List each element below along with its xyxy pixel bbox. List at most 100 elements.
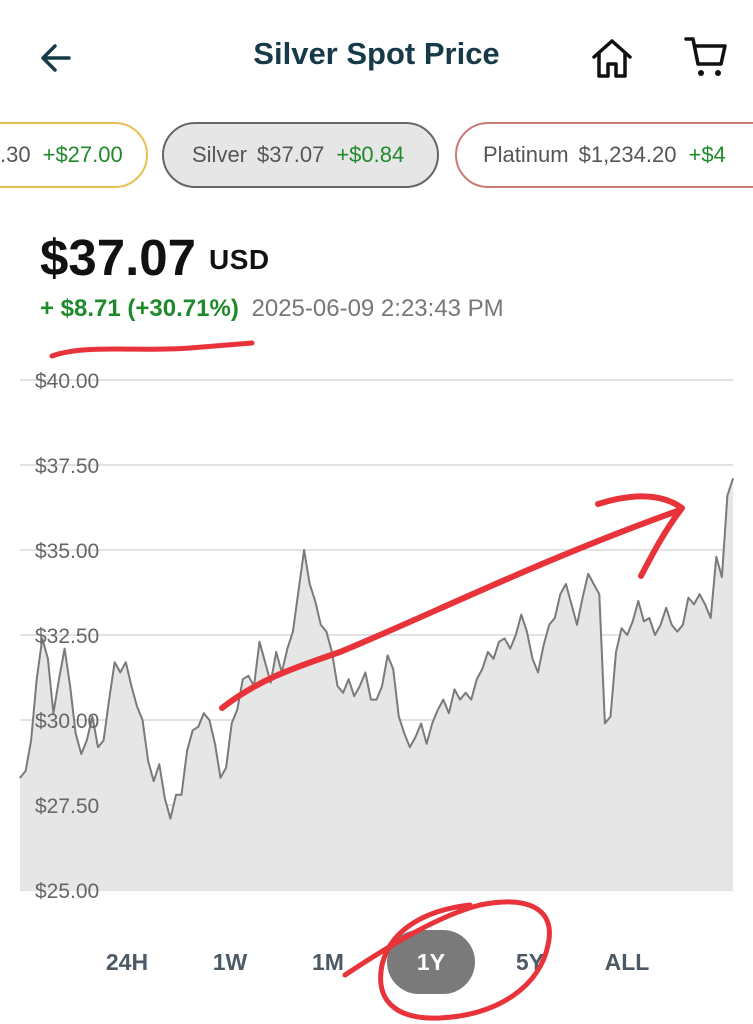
data-point <box>375 699 378 701</box>
range-tab-1m[interactable]: 1M <box>312 948 344 975</box>
range-tab-5y[interactable]: 5Y <box>515 948 545 975</box>
current-price: $37.07 <box>40 229 196 286</box>
data-point <box>476 678 478 680</box>
data-point <box>197 726 199 728</box>
data-point <box>141 719 144 721</box>
data-point <box>108 699 110 701</box>
data-point <box>693 603 695 605</box>
data-point <box>364 671 366 673</box>
data-point <box>153 780 155 782</box>
data-point <box>615 651 617 653</box>
data-point <box>543 644 545 646</box>
home-icon <box>592 39 632 78</box>
back-button[interactable] <box>28 30 84 86</box>
data-point <box>203 712 205 714</box>
data-point <box>715 556 717 558</box>
data-point <box>487 651 489 653</box>
chip-price: $37.07 <box>257 142 325 167</box>
chip-gold[interactable]: .30 +$27.00 <box>0 122 148 188</box>
data-point <box>219 777 222 779</box>
data-point <box>699 593 701 595</box>
cart-button[interactable] <box>678 28 734 84</box>
data-point <box>253 685 255 687</box>
chip-metal-name: Platinum <box>483 142 569 167</box>
data-point <box>86 739 88 741</box>
range-tab-24h[interactable]: 24H <box>105 948 149 975</box>
data-point <box>515 634 517 636</box>
data-point <box>676 631 678 633</box>
price-chart[interactable]: $25.00 $27.50 $30.00 $32.50 $35.00 $37.50 $40.… <box>0 360 753 905</box>
home-button[interactable] <box>584 30 640 86</box>
data-point <box>192 729 194 731</box>
underline-annotation <box>49 340 255 359</box>
data-point <box>437 709 439 711</box>
y-tick-label: $32.50 <box>35 625 99 648</box>
chip-change: +$27.00 <box>42 142 123 167</box>
data-point <box>281 671 283 673</box>
data-point <box>409 746 411 748</box>
chip-price: .30 <box>0 142 31 167</box>
data-point <box>242 678 244 680</box>
arrow-left-icon <box>41 44 71 72</box>
data-point <box>119 671 121 673</box>
range-tab-1w[interactable]: 1W <box>212 948 248 975</box>
chip-price: $1,234.20 <box>578 142 677 167</box>
y-tick-label: $35.00 <box>35 540 99 563</box>
data-point <box>270 682 272 684</box>
data-point <box>175 794 177 796</box>
data-point <box>41 637 43 639</box>
y-tick-label: $40.00 <box>35 370 99 393</box>
data-point <box>214 743 216 745</box>
y-tick-label: $30.00 <box>35 710 99 733</box>
data-point <box>381 685 383 687</box>
range-tab-all[interactable]: ALL <box>604 948 650 975</box>
data-point <box>403 733 405 735</box>
data-point <box>598 593 600 595</box>
data-point <box>75 733 77 735</box>
data-point <box>426 743 428 745</box>
data-point <box>654 634 656 636</box>
data-point <box>582 597 584 599</box>
top-app-bar: Silver Spot Price <box>0 0 753 112</box>
data-point <box>442 699 444 701</box>
data-point <box>576 624 578 626</box>
data-point <box>125 661 127 663</box>
data-point <box>526 631 528 633</box>
data-point <box>548 624 550 626</box>
y-tick-label: $37.50 <box>35 455 99 478</box>
data-point <box>325 631 327 633</box>
data-point <box>286 648 288 650</box>
data-point <box>593 583 595 585</box>
data-point <box>147 760 149 762</box>
data-point <box>671 624 673 626</box>
data-point <box>570 603 573 605</box>
change-percent: (+30.71%) <box>127 295 239 322</box>
data-point <box>47 658 49 660</box>
data-point <box>554 617 556 619</box>
data-point <box>52 712 55 714</box>
chart-area-fill <box>20 478 733 890</box>
range-tab-1y[interactable]: 1Y <box>387 930 475 994</box>
data-point <box>682 624 684 626</box>
chip-silver[interactable]: Silver $37.07 +$0.84 <box>162 122 439 188</box>
chip-platinum[interactable]: Platinum $1,234.20 +$4 <box>455 122 753 188</box>
chip-metal-name: Silver <box>192 142 248 167</box>
data-point <box>431 722 433 724</box>
data-point <box>342 692 344 694</box>
data-point <box>314 600 316 602</box>
data-point <box>336 685 339 687</box>
data-point <box>732 478 734 480</box>
data-point <box>169 818 171 820</box>
metal-chip-strip: .30 +$27.00 Silver $37.07 +$0.84 Platinu… <box>0 122 753 188</box>
page-title: Silver Spot Price <box>253 36 500 71</box>
data-point <box>660 624 662 626</box>
data-point <box>509 648 511 650</box>
data-point <box>492 658 495 660</box>
range-selector: 24H 1W 1M 1Y 5Y ALL <box>0 930 753 1000</box>
data-point <box>36 678 38 680</box>
data-point <box>459 699 461 701</box>
data-point <box>453 688 456 690</box>
y-tick-label: $25.00 <box>35 880 99 903</box>
data-point <box>687 597 690 599</box>
